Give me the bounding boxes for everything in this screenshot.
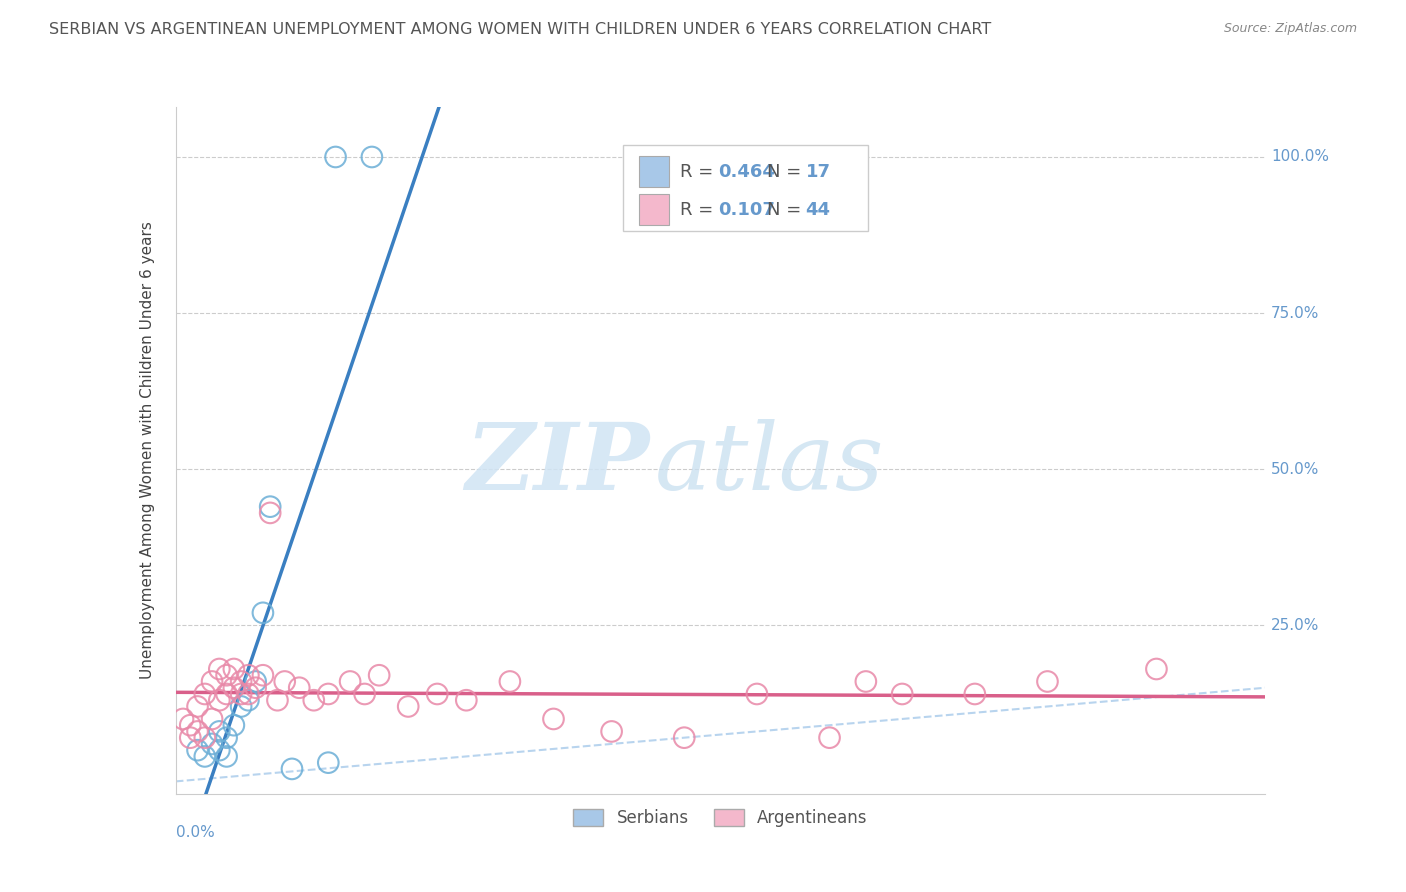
- Point: [208, 693, 231, 707]
- Text: 44: 44: [806, 201, 831, 219]
- Point: [222, 662, 245, 676]
- Point: [673, 731, 696, 745]
- Point: [222, 681, 245, 695]
- Point: [353, 687, 375, 701]
- Text: R =: R =: [681, 201, 720, 219]
- Point: [245, 674, 267, 689]
- Point: [274, 674, 297, 689]
- Point: [818, 731, 841, 745]
- Point: [302, 693, 325, 707]
- Point: [368, 668, 391, 682]
- Point: [891, 687, 914, 701]
- Point: [600, 724, 623, 739]
- Text: Source: ZipAtlas.com: Source: ZipAtlas.com: [1223, 22, 1357, 36]
- Point: [179, 718, 201, 732]
- Point: [325, 150, 347, 164]
- Text: 17: 17: [806, 163, 831, 181]
- FancyBboxPatch shape: [638, 156, 669, 187]
- Point: [266, 693, 288, 707]
- Point: [222, 718, 245, 732]
- Text: 0.107: 0.107: [718, 201, 775, 219]
- Point: [194, 749, 217, 764]
- Point: [231, 687, 253, 701]
- Point: [208, 724, 231, 739]
- Point: [238, 693, 260, 707]
- Point: [208, 743, 231, 757]
- Point: [215, 731, 238, 745]
- Point: [259, 500, 281, 514]
- Point: [245, 681, 267, 695]
- Point: [963, 687, 986, 701]
- Legend: Serbians, Argentineans: Serbians, Argentineans: [567, 802, 875, 834]
- FancyBboxPatch shape: [638, 194, 669, 225]
- Y-axis label: Unemployment Among Women with Children Under 6 years: Unemployment Among Women with Children U…: [141, 221, 155, 680]
- Point: [186, 724, 209, 739]
- Text: N =: N =: [768, 201, 807, 219]
- Point: [208, 662, 231, 676]
- Point: [288, 681, 311, 695]
- Point: [1146, 662, 1168, 676]
- Point: [318, 756, 340, 770]
- Point: [172, 712, 194, 726]
- Text: SERBIAN VS ARGENTINEAN UNEMPLOYMENT AMONG WOMEN WITH CHILDREN UNDER 6 YEARS CORR: SERBIAN VS ARGENTINEAN UNEMPLOYMENT AMON…: [49, 22, 991, 37]
- Point: [201, 737, 224, 751]
- Point: [231, 699, 253, 714]
- Point: [339, 674, 361, 689]
- Text: atlas: atlas: [655, 419, 884, 509]
- Text: 50.0%: 50.0%: [1271, 462, 1319, 476]
- Point: [426, 687, 449, 701]
- Point: [201, 712, 224, 726]
- Point: [238, 687, 260, 701]
- Point: [201, 674, 224, 689]
- Text: 0.464: 0.464: [718, 163, 775, 181]
- Point: [499, 674, 522, 689]
- Text: ZIP: ZIP: [465, 419, 650, 509]
- Point: [215, 687, 238, 701]
- Point: [252, 668, 274, 682]
- Point: [281, 762, 304, 776]
- Point: [456, 693, 478, 707]
- Point: [543, 712, 565, 726]
- Point: [1036, 674, 1059, 689]
- Text: 100.0%: 100.0%: [1271, 150, 1329, 164]
- Point: [318, 687, 340, 701]
- Point: [396, 699, 419, 714]
- Point: [194, 687, 217, 701]
- Point: [231, 674, 253, 689]
- Point: [179, 731, 201, 745]
- Point: [259, 506, 281, 520]
- Point: [238, 668, 260, 682]
- Point: [215, 749, 238, 764]
- Text: 0.0%: 0.0%: [176, 825, 215, 839]
- FancyBboxPatch shape: [623, 145, 868, 231]
- Point: [186, 743, 209, 757]
- Point: [252, 606, 274, 620]
- Point: [215, 668, 238, 682]
- Point: [360, 150, 382, 164]
- Point: [855, 674, 877, 689]
- Point: [186, 699, 209, 714]
- Text: R =: R =: [681, 163, 720, 181]
- Text: 25.0%: 25.0%: [1271, 618, 1319, 632]
- Text: N =: N =: [768, 163, 807, 181]
- Point: [194, 731, 217, 745]
- Point: [745, 687, 768, 701]
- Text: 75.0%: 75.0%: [1271, 306, 1319, 320]
